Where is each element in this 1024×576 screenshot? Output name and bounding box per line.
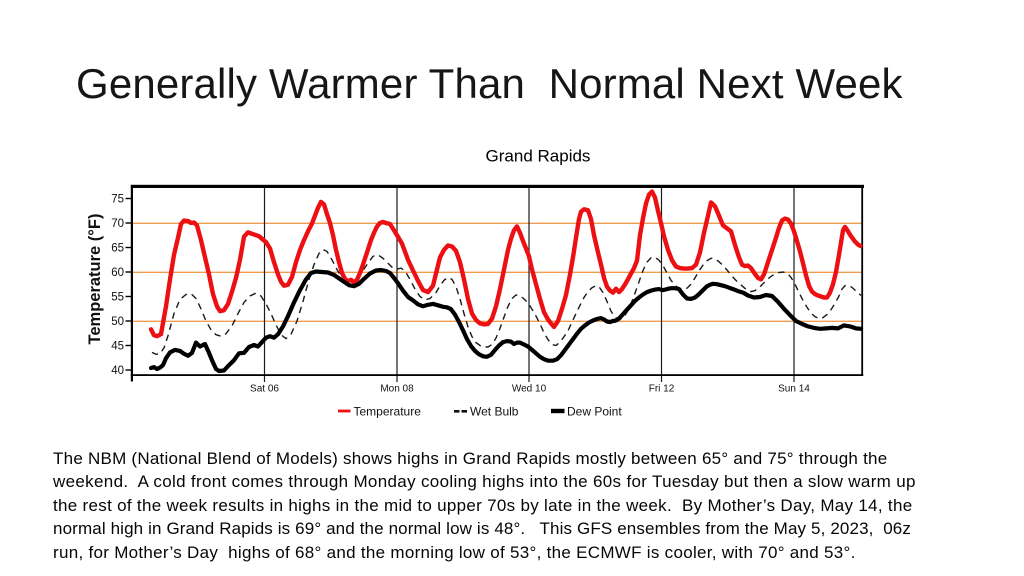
svg-text:Wet Bulb: Wet Bulb [470,405,519,419]
svg-text:Mon 08: Mon 08 [380,384,414,395]
svg-text:Sun 14: Sun 14 [778,384,810,395]
svg-text:65: 65 [111,243,124,255]
svg-text:55: 55 [111,292,124,304]
svg-text:Wed 10: Wed 10 [512,384,547,395]
svg-text:75: 75 [111,194,124,206]
svg-text:60: 60 [111,267,124,279]
svg-text:Dew Point: Dew Point [567,405,622,419]
svg-text:Temperature: Temperature [354,405,422,419]
svg-text:Sat 06: Sat 06 [250,384,279,395]
svg-text:50: 50 [111,316,124,328]
svg-text:Temperature (°F): Temperature (°F) [86,214,104,345]
svg-text:70: 70 [111,218,124,230]
svg-text:40: 40 [111,365,124,377]
svg-text:Grand Rapids: Grand Rapids [486,147,591,166]
svg-text:45: 45 [111,341,124,353]
svg-text:Fri 12: Fri 12 [649,384,675,395]
